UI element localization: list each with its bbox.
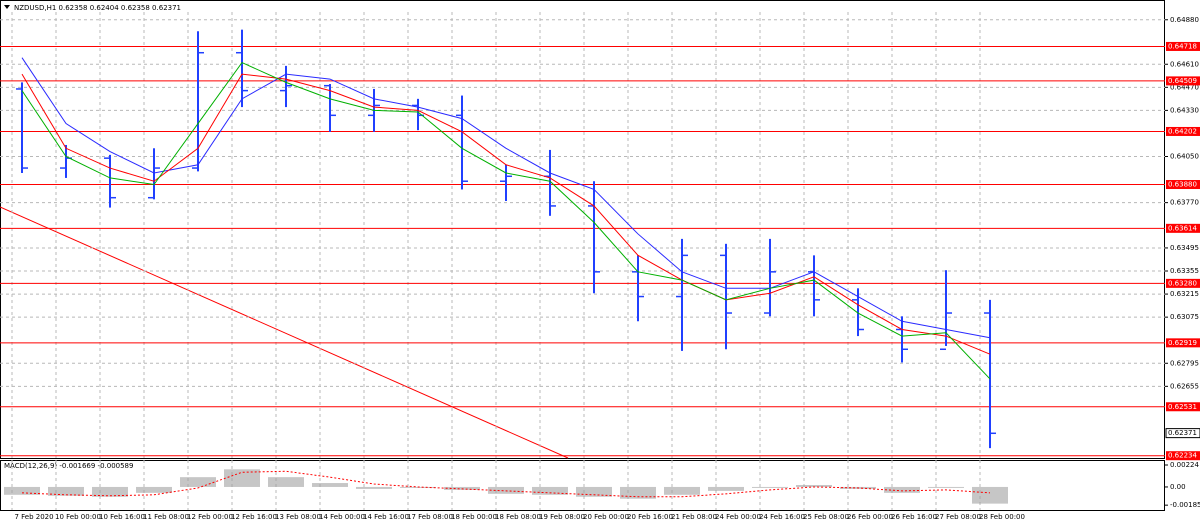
- y-tick-label: 0.64050: [1170, 153, 1199, 161]
- macd-tick-label: 0.00224: [1170, 461, 1199, 469]
- macd-bar: [928, 486, 964, 488]
- x-tick-label: 24 Feb 16:00: [759, 513, 805, 521]
- x-tick-label: 7 Feb 2020: [14, 513, 53, 521]
- last-price-box: [1165, 428, 1200, 439]
- macd-bar: [356, 486, 392, 489]
- y-tick-label: 0.63355: [1170, 267, 1199, 275]
- macd-bar: [48, 486, 84, 496]
- level-label: 0.62531: [1168, 403, 1197, 411]
- macd-bar: [312, 483, 348, 487]
- trend-line: [0, 206, 569, 459]
- x-tick-label: 25 Feb 08:00: [803, 513, 849, 521]
- macd-bar: [972, 486, 1008, 504]
- x-tick-label: 12 Feb 16:00: [231, 513, 277, 521]
- level-label: 0.64509: [1168, 77, 1197, 85]
- level-label: 0.62919: [1168, 339, 1197, 347]
- level-label: 0.63614: [1168, 224, 1197, 232]
- y-tick-label: 0.64880: [1170, 16, 1199, 24]
- macd-bar: [620, 486, 656, 499]
- macd-bar: [4, 486, 40, 495]
- moving-average: [21, 57, 991, 339]
- macd-bar: [708, 486, 744, 491]
- macd-bar: [92, 486, 128, 497]
- level-label-box: [1166, 402, 1200, 412]
- x-tick-label: 20 Feb 16:00: [627, 513, 673, 521]
- level-label: 0.62234: [1168, 452, 1197, 460]
- moving-average: [21, 61, 991, 380]
- macd-bar: [576, 486, 612, 497]
- moving-average: [21, 73, 991, 355]
- level-label-box: [1166, 126, 1200, 136]
- y-tick-label: 0.62795: [1170, 359, 1199, 367]
- x-tick-label: 19 Feb 08:00: [539, 513, 585, 521]
- x-tick-label: 27 Feb 08:00: [935, 513, 981, 521]
- macd-bar: [752, 486, 788, 488]
- symbol-icon: [4, 5, 10, 9]
- level-label-box: [1166, 278, 1200, 288]
- chart-header: NZDUSD,H1 0.62358 0.62404 0.62358 0.6237…: [14, 4, 181, 12]
- macd-bar: [268, 477, 304, 487]
- x-tick-label: 28 Feb 00:00: [979, 513, 1025, 521]
- level-label: 0.63280: [1168, 279, 1197, 287]
- macd-signal: [21, 470, 991, 498]
- macd-bar: [224, 469, 260, 487]
- macd-title: MACD(12,26,9) -0.001669 -0.000589: [4, 462, 133, 470]
- y-tick-label: 0.64470: [1170, 83, 1199, 91]
- level-label-box: [1166, 451, 1200, 461]
- x-tick-label: 13 Feb 08:00: [275, 513, 321, 521]
- x-tick-label: 26 Feb 00:00: [847, 513, 893, 521]
- x-tick-label: 12 Feb 00:00: [187, 513, 233, 521]
- last-price-label: 0.62371: [1168, 429, 1197, 437]
- macd-bar: [136, 486, 172, 493]
- macd-bar: [532, 486, 568, 495]
- level-label-box: [1166, 338, 1200, 348]
- y-tick-label: 0.63495: [1170, 244, 1199, 252]
- macd-bar: [884, 486, 920, 493]
- level-label-box: [1166, 223, 1200, 233]
- x-tick-label: 14 Feb 00:00: [319, 513, 365, 521]
- y-tick-label: 0.64610: [1170, 60, 1199, 68]
- y-tick-label: 0.63075: [1170, 313, 1199, 321]
- y-tick-label: 0.62655: [1170, 382, 1199, 390]
- x-tick-label: 10 Feb 16:00: [99, 513, 145, 521]
- y-tick-label: 0.63770: [1170, 199, 1199, 207]
- macd-bar: [796, 485, 832, 487]
- level-label-box: [1166, 180, 1200, 190]
- x-tick-label: 14 Feb 16:00: [363, 513, 409, 521]
- y-tick-label: 0.63215: [1170, 290, 1199, 298]
- x-tick-label: 26 Feb 16:00: [891, 513, 937, 521]
- macd-panel: [0, 460, 1165, 511]
- macd-bar: [180, 477, 216, 487]
- x-tick-label: 21 Feb 08:00: [671, 513, 717, 521]
- level-label-box: [1166, 41, 1200, 51]
- level-label-box: [1166, 76, 1200, 86]
- main-panel: [0, 0, 1165, 459]
- level-label: 0.64202: [1168, 127, 1197, 135]
- x-tick-label: 11 Feb 08:00: [143, 513, 189, 521]
- x-tick-label: 24 Feb 00:00: [715, 513, 761, 521]
- level-label: 0.64718: [1168, 42, 1197, 50]
- y-tick-label: 0.64330: [1170, 106, 1199, 114]
- macd-bar: [664, 486, 700, 495]
- macd-tick-label: -0.001856: [1170, 501, 1200, 509]
- x-tick-label: 17 Feb 08:00: [407, 513, 453, 521]
- macd-tick-label: 0.00: [1170, 483, 1186, 491]
- level-label: 0.63880: [1168, 181, 1197, 189]
- x-tick-label: 10 Feb 00:00: [55, 513, 101, 521]
- x-tick-label: 18 Feb 00:00: [451, 513, 497, 521]
- x-tick-label: 20 Feb 00:00: [583, 513, 629, 521]
- x-tick-label: 18 Feb 08:00: [495, 513, 541, 521]
